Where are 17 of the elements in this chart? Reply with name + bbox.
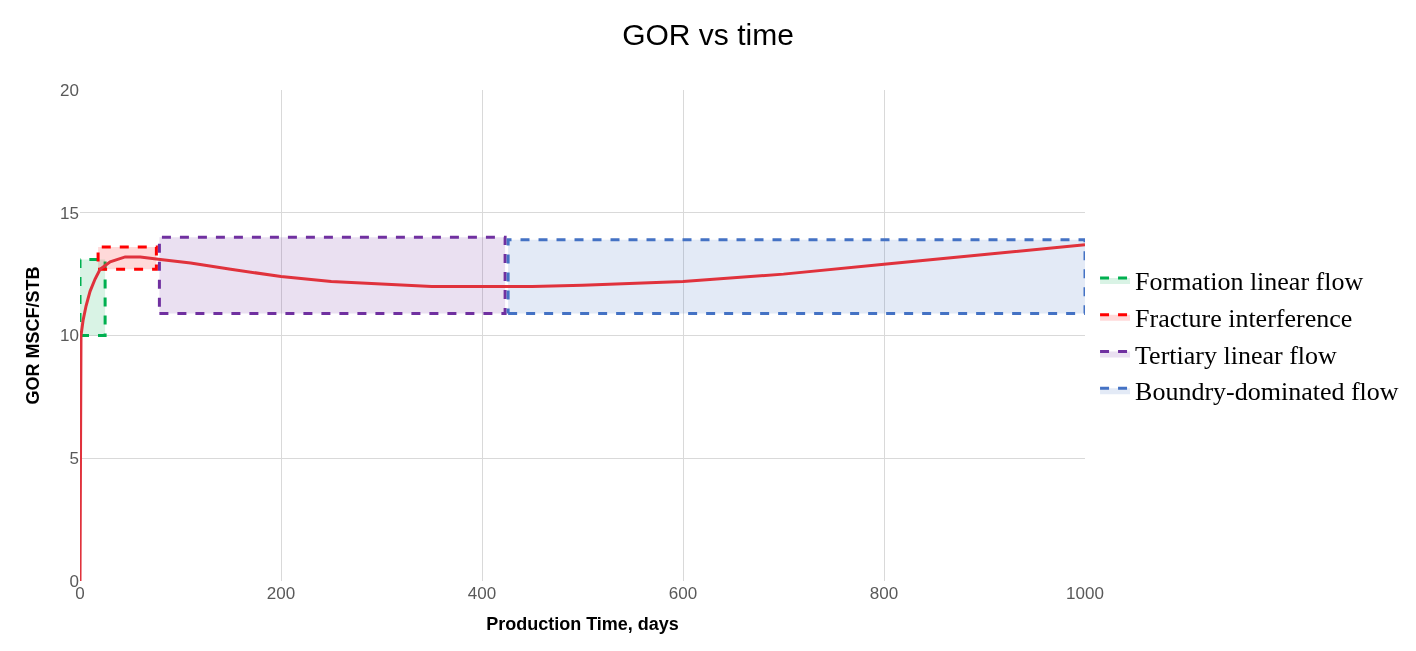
y-axis-title: GOR MSCF/STB (23, 266, 44, 405)
x-tick-label: 200 (266, 584, 296, 603)
x-tick-label: 600 (668, 584, 698, 603)
x-tick-label: 400 (467, 584, 497, 603)
legend-label: Fracture interference (1135, 303, 1353, 333)
legend-label: Formation linear flow (1135, 267, 1364, 297)
x-axis-title: Production Time, days (486, 614, 679, 635)
chart-title: GOR vs time (622, 18, 794, 51)
y-tick-label: 10 (60, 326, 79, 346)
y-tick-label: 5 (69, 449, 79, 469)
legend-label: Boundry-dominated flow (1135, 377, 1399, 407)
legend-label: Tertiary linear flow (1135, 340, 1338, 370)
x-tick-label: 800 (869, 584, 899, 603)
y-tick-label: 15 (60, 203, 79, 223)
x-tick-label: 1000 (1066, 584, 1104, 603)
line-series (80, 243, 1085, 581)
y-tick-label: 20 (60, 80, 79, 100)
